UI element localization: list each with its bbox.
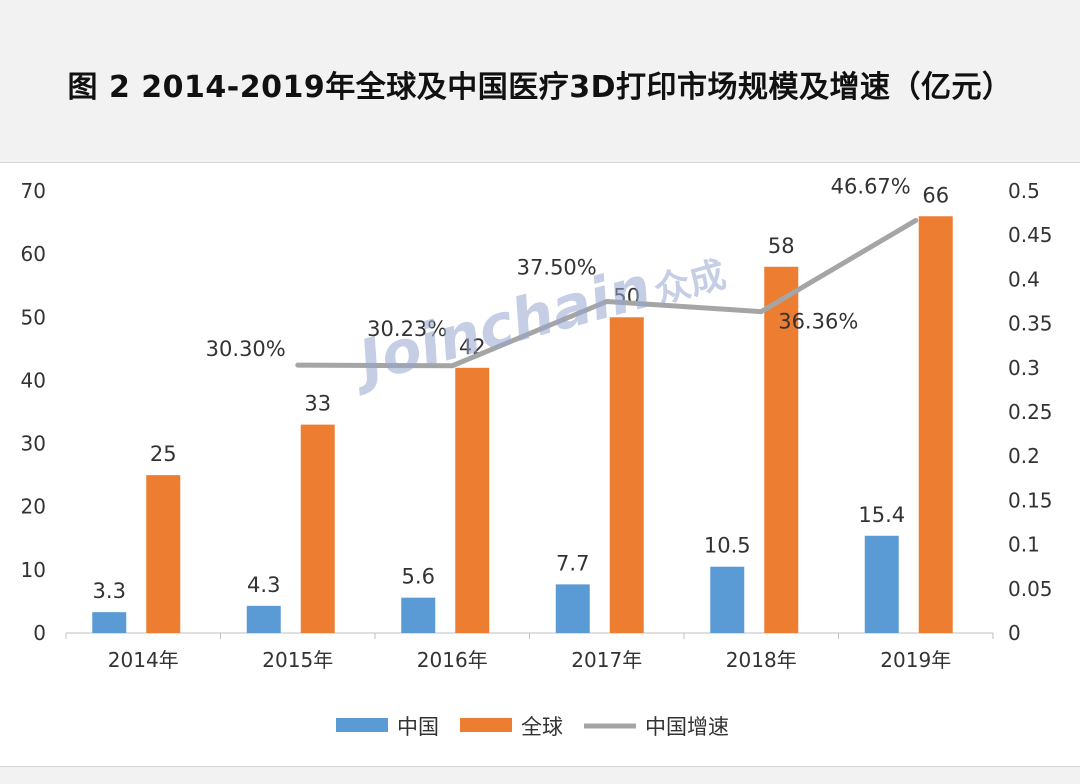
x-category-label: 2017年 bbox=[571, 648, 642, 672]
x-category-label: 2019年 bbox=[880, 648, 951, 672]
y-right-tick-label: 0.15 bbox=[1008, 488, 1053, 512]
legend-label-china: 中国 bbox=[397, 715, 439, 739]
combo-chart: 0 10 20 30 40 50 60 70 0 0.05 0.1 0.15 0.2 0.25 0.3 0.3… bbox=[21, 174, 1053, 739]
y-left-tick-label: 30 bbox=[21, 432, 46, 456]
data-label-global: 25 bbox=[150, 442, 177, 466]
bar-china bbox=[246, 605, 281, 633]
growth-line bbox=[295, 217, 919, 369]
data-label-growth: 30.23% bbox=[367, 317, 447, 341]
data-label-growth: 36.36% bbox=[778, 310, 858, 334]
data-label-china: 5.6 bbox=[402, 565, 435, 589]
bar-global bbox=[300, 424, 335, 633]
data-label-china: 3.3 bbox=[93, 579, 126, 603]
y-left-tick-label: 70 bbox=[21, 179, 46, 203]
bar-global bbox=[764, 266, 799, 633]
bar-china bbox=[864, 535, 899, 633]
y-right-tick-label: 0.5 bbox=[1008, 179, 1040, 203]
data-label-china: 10.5 bbox=[704, 534, 751, 558]
bar-china bbox=[92, 612, 127, 633]
y-left-tick-label: 0 bbox=[33, 621, 46, 645]
y-right-tick-label: 0.4 bbox=[1008, 267, 1040, 291]
legend-label-global: 全球 bbox=[521, 715, 563, 739]
y-right-tick-label: 0.45 bbox=[1008, 223, 1053, 247]
title-band bbox=[0, 0, 1080, 163]
legend-swatch-global bbox=[460, 718, 512, 732]
data-label-growth: 46.67% bbox=[831, 174, 911, 198]
y-left-tick-label: 50 bbox=[21, 305, 46, 329]
y-right-tick-label: 0.05 bbox=[1008, 577, 1053, 601]
y-left-tick-label: 40 bbox=[21, 368, 46, 392]
y-right-tick-label: 0.2 bbox=[1008, 444, 1040, 468]
data-label-china: 4.3 bbox=[247, 573, 280, 597]
bar-global bbox=[609, 317, 644, 633]
x-category-label: 2015年 bbox=[262, 648, 333, 672]
bar-global bbox=[146, 475, 181, 633]
y-right-tick-label: 0.1 bbox=[1008, 533, 1040, 557]
bottom-band bbox=[0, 766, 1080, 784]
y-left-tick-label: 20 bbox=[21, 495, 46, 519]
y-right-tick-label: 0.3 bbox=[1008, 356, 1040, 380]
chart-area: 0 10 20 30 40 50 60 70 0 0.05 0.1 0.15 0.2 0.25 0.3 0.3… bbox=[0, 163, 1080, 783]
x-category-label: 2016年 bbox=[417, 648, 488, 672]
data-label-global: 66 bbox=[922, 183, 949, 207]
legend-label-growth: 中国增速 bbox=[645, 715, 729, 739]
y-right-tick-label: 0 bbox=[1008, 621, 1021, 645]
bar-global bbox=[918, 216, 953, 633]
data-label-growth: 37.50% bbox=[517, 256, 597, 280]
x-category-label: 2018年 bbox=[726, 648, 797, 672]
data-label-china: 7.7 bbox=[556, 551, 589, 575]
data-label-global: 58 bbox=[768, 234, 795, 258]
y-right-tick-label: 0.35 bbox=[1008, 312, 1053, 336]
legend-swatch-china bbox=[336, 718, 388, 732]
y-right-tick-label: 0.25 bbox=[1008, 400, 1053, 424]
data-label-growth: 30.30% bbox=[206, 337, 286, 361]
data-label-china: 15.4 bbox=[858, 503, 905, 527]
bar-china bbox=[710, 566, 745, 633]
bar-global bbox=[455, 367, 490, 633]
bar-china bbox=[555, 584, 590, 633]
data-label-global: 33 bbox=[304, 392, 331, 416]
y-left-tick-label: 10 bbox=[21, 558, 46, 582]
y-left-tick-label: 60 bbox=[21, 242, 46, 266]
x-category-label: 2014年 bbox=[108, 648, 179, 672]
bar-china bbox=[401, 597, 436, 633]
chart-title: 图 2 2014-2019年全球及中国医疗3D打印市场规模及增速（亿元） bbox=[67, 70, 1013, 105]
